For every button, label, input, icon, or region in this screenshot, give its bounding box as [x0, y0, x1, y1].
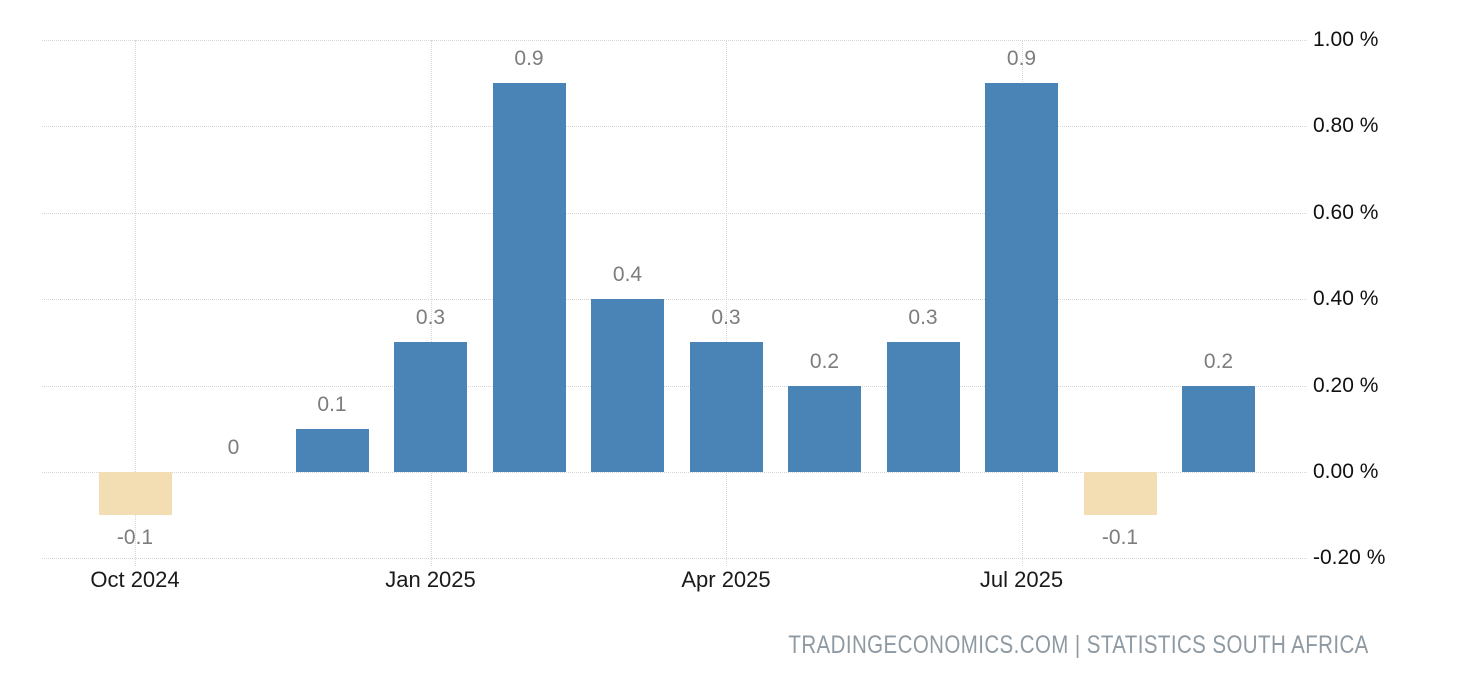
- bar-value-label: 0.2: [809, 349, 840, 373]
- vertical-gridline: [430, 40, 432, 567]
- bar-sep-2025[interactable]: [1182, 385, 1255, 472]
- bar-oct-2024[interactable]: [98, 472, 172, 516]
- horizontal-gridline: [42, 385, 1307, 387]
- bar-value-label: 0.3: [908, 306, 938, 330]
- horizontal-gridline: [42, 558, 1307, 560]
- x-axis-tick-label: Apr 2025: [681, 567, 771, 592]
- bar-jul-2025[interactable]: [985, 83, 1058, 472]
- y-axis-tick-label: 0.80 %: [1313, 114, 1379, 138]
- y-axis-tick-label: 1.00 %: [1313, 28, 1379, 51]
- x-axis-tick-label: Oct 2024: [90, 567, 180, 592]
- y-axis-tick-label: 0.60 %: [1313, 200, 1379, 224]
- horizontal-gridline: [42, 126, 1307, 128]
- bar-aug-2025[interactable]: [1083, 472, 1157, 516]
- attribution-watermark: TRADINGECONOMICS.COM | STATISTICS SOUTH …: [788, 631, 1369, 659]
- vertical-gridline: [135, 40, 136, 567]
- bar-may-2025[interactable]: [788, 385, 861, 472]
- bar-value-label: 0: [227, 436, 240, 459]
- bar-dec-2024[interactable]: [295, 428, 369, 472]
- bar-jun-2025[interactable]: [886, 342, 960, 472]
- bar-jan-2025[interactable]: [394, 342, 467, 472]
- bar-value-label: 0.3: [415, 306, 446, 330]
- bar-value-label: 0.1: [317, 392, 347, 416]
- bar-value-label: 0.4: [612, 263, 643, 287]
- bar-feb-2025[interactable]: [492, 83, 566, 472]
- bar-value-label: 0.9: [514, 47, 544, 71]
- bar-value-label: 0.9: [1006, 47, 1037, 71]
- y-axis-tick-label: 0.00 %: [1313, 460, 1379, 483]
- bar-value-label: 0.2: [1203, 349, 1234, 373]
- bar-value-label: -0.1: [1101, 526, 1139, 550]
- bar-value-label: 0.3: [711, 306, 741, 330]
- bar-value-label: -0.1: [116, 526, 154, 550]
- bar-mar-2025[interactable]: [591, 299, 664, 472]
- horizontal-gridline: [42, 472, 1307, 473]
- bar-apr-2025[interactable]: [689, 342, 763, 472]
- horizontal-gridline: [42, 212, 1307, 214]
- x-axis-tick-label: Jul 2025: [979, 567, 1064, 592]
- horizontal-gridline: [42, 40, 1307, 41]
- x-axis-tick-label: Jan 2025: [385, 567, 476, 592]
- y-axis-tick-label: -0.20 %: [1313, 546, 1386, 570]
- vertical-gridline: [726, 40, 727, 567]
- y-axis-tick-label: 0.20 %: [1313, 373, 1379, 397]
- y-axis-tick-label: 0.40 %: [1313, 287, 1379, 311]
- horizontal-gridline: [42, 299, 1307, 301]
